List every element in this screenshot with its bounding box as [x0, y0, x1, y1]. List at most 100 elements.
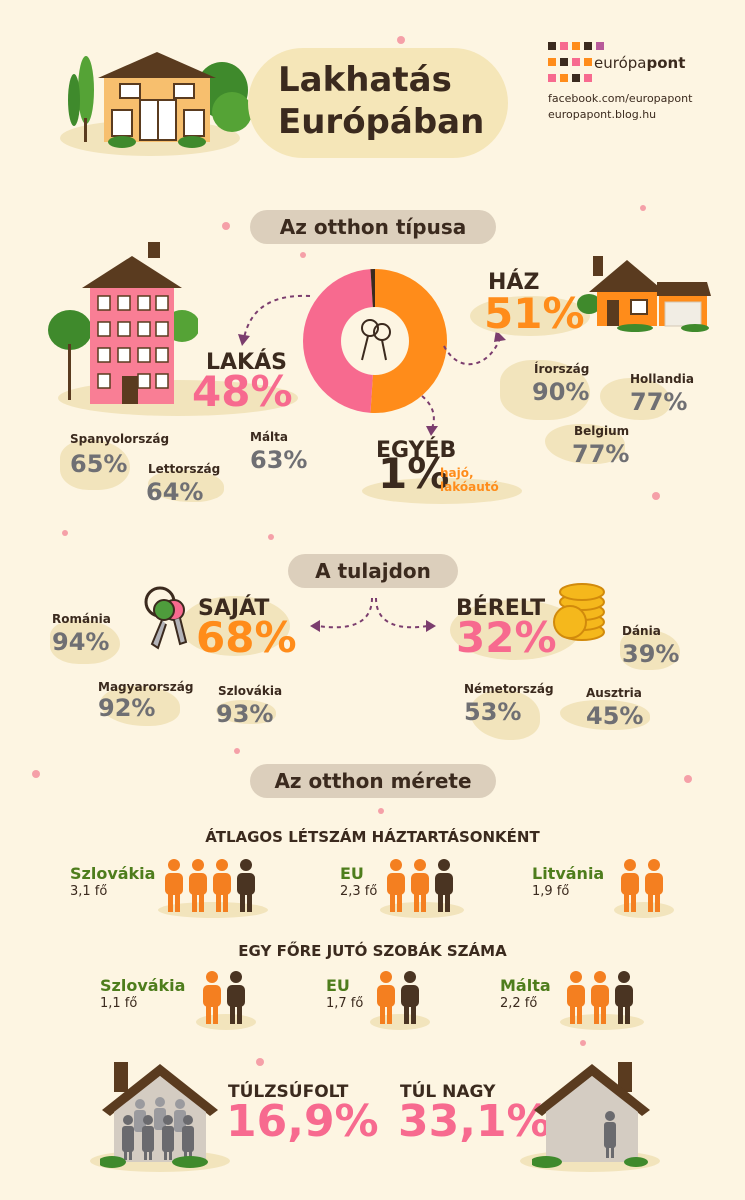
decor-dot [378, 808, 384, 814]
rooms-country-name: Málta [500, 976, 551, 995]
country-name: Belgium [574, 424, 630, 438]
decor-dot [32, 770, 40, 778]
country-map-shape [560, 700, 650, 730]
other-note: hajó, lakóautó [440, 466, 499, 494]
ground-blob [180, 596, 290, 656]
big-house-icon [532, 1062, 650, 1168]
decor-dot [640, 205, 646, 211]
decor-dot [268, 534, 274, 540]
country-value: 45% [586, 702, 644, 730]
blog-link[interactable]: europapont.blog.hu [548, 108, 657, 121]
person-icon [411, 859, 429, 912]
too-big-percent: 33,1% [398, 1096, 551, 1147]
house-label: HÁZ [488, 270, 540, 295]
other-percent: 1% [378, 449, 450, 498]
household-country-name: Litvánia [532, 864, 605, 883]
crowded-house-icon [100, 1062, 218, 1168]
country-name: Dánia [622, 624, 661, 638]
country-name: Németország [464, 682, 554, 696]
country-map-shape [470, 690, 540, 740]
country-name: Lettország [148, 462, 221, 476]
title-blob [248, 48, 508, 158]
country-name: Spanyolország [70, 432, 170, 446]
overcrowded-label: TÚLZSÚFOLT [228, 1082, 349, 1102]
brand-logo-icon [548, 42, 604, 82]
country-name: Ausztria [586, 686, 642, 700]
country-value: 64% [146, 478, 204, 506]
people-group [384, 858, 456, 918]
people-group [618, 858, 666, 918]
home-type-donut-chart [302, 269, 448, 413]
rooms-country-name: Szlovákia [100, 976, 186, 995]
section-type-pill: Az otthon típusa [250, 210, 496, 244]
keys-icon [144, 586, 188, 650]
person-icon [237, 859, 255, 912]
decor-dot [300, 252, 306, 258]
apartment-building-icon [48, 242, 198, 404]
decor-dot [580, 1040, 586, 1046]
country-name: Málta [250, 430, 288, 444]
household-country-name: Szlovákia [70, 864, 156, 883]
house-illustration-icon [68, 52, 252, 148]
rooms-country-value: 1,7 fő [326, 996, 364, 1011]
person-icon [203, 971, 221, 1024]
dashed-arrow-icon [421, 395, 438, 436]
dashed-arrow-icon [443, 330, 506, 366]
country-value: 90% [532, 378, 590, 406]
rent-percent: 32% [456, 613, 557, 662]
ground-blob [470, 296, 590, 336]
people-group [564, 970, 636, 1030]
country-map-shape [620, 630, 680, 670]
own-label: SAJÁT [198, 596, 270, 621]
page-title-line1: Lakhatás [278, 60, 452, 100]
brand-name: európapont [594, 54, 686, 72]
donut-slice [302, 269, 375, 413]
household-country-name: EU [340, 864, 364, 883]
decor-dot [652, 492, 660, 500]
house-percent: 51% [484, 289, 585, 338]
own-percent: 68% [196, 613, 297, 662]
person-icon [165, 859, 183, 912]
section-size-pill: Az otthon mérete [250, 764, 496, 798]
person-icon [387, 859, 405, 912]
flat-label: LAKÁS [206, 350, 287, 375]
too-big-label: TÚL NAGY [400, 1082, 496, 1102]
country-map-shape [50, 620, 120, 664]
other-label: EGYÉB [376, 438, 457, 463]
coins-icon [553, 583, 605, 641]
flat-percent: 48% [192, 367, 293, 416]
rooms-country-name: EU [326, 976, 350, 995]
person-icon [615, 971, 633, 1024]
decor-dot [62, 530, 68, 536]
rooms-country-value: 2,2 fő [500, 996, 538, 1011]
country-map-shape [100, 686, 180, 726]
person-icon [213, 859, 231, 912]
rent-label: BÉRELT [456, 596, 546, 621]
country-value: 39% [622, 640, 680, 668]
country-map-shape [216, 700, 276, 724]
country-value: 53% [464, 698, 522, 726]
people-group [200, 970, 248, 1030]
country-value: 77% [572, 440, 630, 468]
country-name: Magyarország [98, 680, 194, 694]
person-icon [401, 971, 419, 1024]
overcrowded-percent: 16,9% [226, 1096, 379, 1147]
decor-dot [234, 748, 240, 754]
country-value: 65% [70, 450, 128, 478]
family-house-icon [577, 256, 711, 332]
household-country-value: 1,9 fő [532, 884, 570, 899]
country-value: 63% [250, 446, 308, 474]
people-group [162, 858, 258, 918]
country-name: Szlovákia [218, 684, 283, 698]
household-country-value: 3,1 fő [70, 884, 108, 899]
household-country-value: 2,3 fő [340, 884, 378, 899]
rooms-country-value: 1,1 fő [100, 996, 138, 1011]
decor-dot [684, 775, 692, 783]
facebook-link[interactable]: facebook.com/europapont [548, 92, 693, 105]
page-title-line2: Európában [278, 102, 485, 142]
keys-icon [361, 319, 391, 361]
person-icon [621, 859, 639, 912]
person-icon [377, 971, 395, 1024]
section-owner-pill: A tulajdon [288, 554, 458, 588]
decor-dot [256, 1058, 264, 1066]
